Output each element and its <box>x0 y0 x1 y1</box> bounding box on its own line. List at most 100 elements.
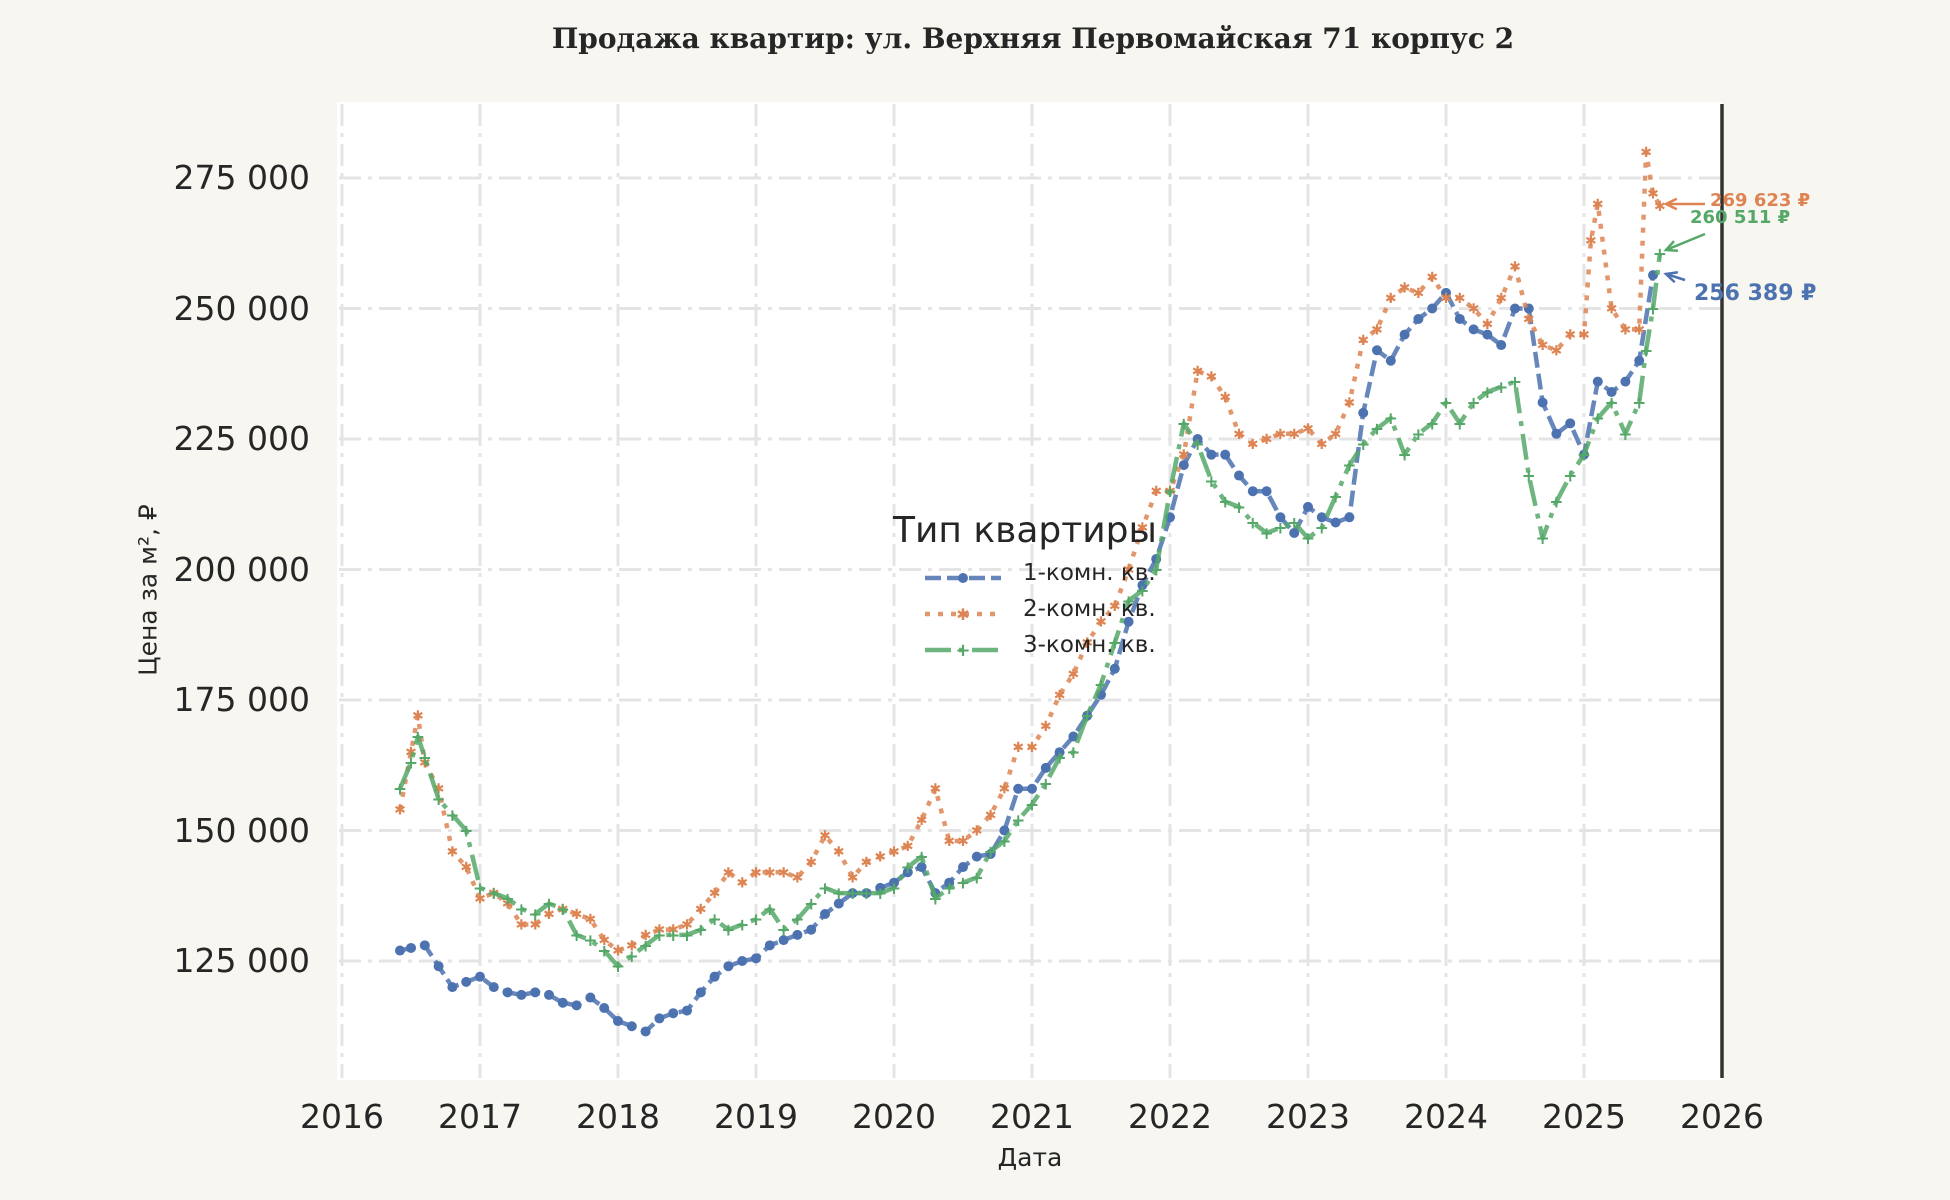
svg-text:+: + <box>707 910 721 930</box>
svg-text:+: + <box>611 957 625 977</box>
svg-text:✱: ✱ <box>1440 291 1452 307</box>
svg-text:+: + <box>776 921 790 941</box>
svg-text:✱: ✱ <box>902 839 914 855</box>
svg-text:✱: ✱ <box>709 886 721 902</box>
svg-text:+: + <box>1453 414 1467 434</box>
svg-text:+: + <box>1218 493 1232 513</box>
svg-text:+: + <box>1653 245 1667 265</box>
svg-text:+: + <box>666 926 680 946</box>
svg-text:+: + <box>556 900 570 920</box>
svg-text:+: + <box>887 879 901 899</box>
svg-text:✱: ✱ <box>474 891 486 907</box>
svg-text:✱: ✱ <box>1012 740 1024 756</box>
svg-text:✱: ✱ <box>1137 521 1149 537</box>
svg-text:✱: ✱ <box>626 938 638 954</box>
svg-text:✱: ✱ <box>1219 390 1231 406</box>
legend-item-2room: ✱ 2-комн. кв. <box>923 596 1183 632</box>
x-tick-label: 2024 <box>1404 1097 1488 1136</box>
svg-text:+: + <box>1259 524 1273 544</box>
svg-text:+: + <box>1494 378 1508 398</box>
annotation-3room-last-price: 260 511 ₽ <box>1690 207 1791 228</box>
svg-text:✱: ✱ <box>1109 599 1121 615</box>
svg-text:+: + <box>1190 435 1204 455</box>
svg-text:✱: ✱ <box>695 902 707 918</box>
svg-text:+: + <box>652 926 666 946</box>
svg-text:✱: ✱ <box>1095 615 1107 631</box>
svg-text:+: + <box>955 640 970 660</box>
svg-text:✱: ✱ <box>957 834 969 850</box>
svg-text:+: + <box>1549 493 1563 513</box>
svg-text:+: + <box>1108 634 1122 654</box>
svg-text:+: + <box>804 895 818 915</box>
legend-line-dashed-circle-icon <box>925 573 1001 583</box>
svg-text:+: + <box>1356 435 1370 455</box>
legend-item-1room: 1-комн. кв. <box>923 560 1183 596</box>
svg-text:✱: ✱ <box>1509 260 1521 276</box>
svg-text:+: + <box>514 900 528 920</box>
svg-text:✱: ✱ <box>1040 719 1052 735</box>
x-tick-label: 2026 <box>1680 1097 1764 1136</box>
svg-text:+: + <box>680 926 694 946</box>
x-tick-label: 2019 <box>714 1097 798 1136</box>
svg-text:✱: ✱ <box>750 865 762 881</box>
grid <box>339 104 1720 1078</box>
svg-text:✱: ✱ <box>1054 688 1066 704</box>
svg-text:✱: ✱ <box>792 870 804 886</box>
svg-text:+: + <box>845 884 859 904</box>
y-tick-label: 275 000 <box>173 158 310 197</box>
svg-text:✱: ✱ <box>1026 740 1038 756</box>
svg-text:+: + <box>832 884 846 904</box>
svg-text:✱: ✱ <box>1330 427 1342 443</box>
svg-text:✱: ✱ <box>778 865 790 881</box>
svg-text:✱: ✱ <box>654 923 666 939</box>
svg-text:+: + <box>528 905 542 925</box>
svg-text:+: + <box>625 947 639 967</box>
svg-text:✱: ✱ <box>1233 427 1245 443</box>
svg-text:✱: ✱ <box>667 923 679 939</box>
svg-text:✱: ✱ <box>1399 281 1411 297</box>
svg-text:✱: ✱ <box>1385 291 1397 307</box>
svg-text:+: + <box>997 832 1011 852</box>
svg-text:+: + <box>1204 472 1218 492</box>
svg-text:✱: ✱ <box>529 917 541 933</box>
svg-text:+: + <box>1591 409 1605 429</box>
svg-text:✱: ✱ <box>1261 432 1273 448</box>
svg-text:+: + <box>694 921 708 941</box>
svg-text:+: + <box>638 936 652 956</box>
svg-text:✱: ✱ <box>640 928 652 944</box>
svg-text:+: + <box>859 884 873 904</box>
legend-label: 2-комн. кв. <box>1023 596 1156 622</box>
svg-text:✱: ✱ <box>681 917 693 933</box>
svg-text:✱: ✱ <box>971 824 983 840</box>
svg-text:+: + <box>818 879 832 899</box>
y-tick-label: 125 000 <box>173 941 310 980</box>
svg-text:✱: ✱ <box>930 782 942 798</box>
svg-text:✱: ✱ <box>916 813 928 829</box>
svg-text:+: + <box>1466 393 1480 413</box>
svg-text:+: + <box>473 879 487 899</box>
x-tick-label: 2018 <box>576 1097 660 1136</box>
svg-text:✱: ✱ <box>598 933 610 949</box>
svg-text:✱: ✱ <box>1302 422 1314 438</box>
y-tick-label: 150 000 <box>173 810 310 850</box>
svg-text:✱: ✱ <box>1275 427 1287 443</box>
legend-label: 1-комн. кв. <box>1023 560 1156 586</box>
svg-text:+: + <box>749 910 763 930</box>
svg-text:+: + <box>1563 467 1577 487</box>
svg-text:+: + <box>569 926 583 946</box>
svg-text:+: + <box>1080 707 1094 727</box>
y-tick-label: 250 000 <box>173 288 310 328</box>
svg-text:✱: ✱ <box>833 844 845 860</box>
svg-text:+: + <box>404 754 418 774</box>
svg-text:+: + <box>1397 446 1411 466</box>
svg-text:+: + <box>393 780 407 800</box>
svg-text:✱: ✱ <box>847 870 859 886</box>
y-axis-label: Цена за м², ₽ <box>133 504 163 676</box>
svg-text:+: + <box>1535 529 1549 549</box>
y-tick-label: 175 000 <box>173 680 310 719</box>
svg-text:+: + <box>901 858 915 878</box>
x-axis-label: Дата <box>997 1143 1063 1172</box>
x-tick-label: 2016 <box>300 1097 384 1136</box>
svg-text:✱: ✱ <box>1482 317 1494 333</box>
svg-text:✱: ✱ <box>585 912 597 928</box>
